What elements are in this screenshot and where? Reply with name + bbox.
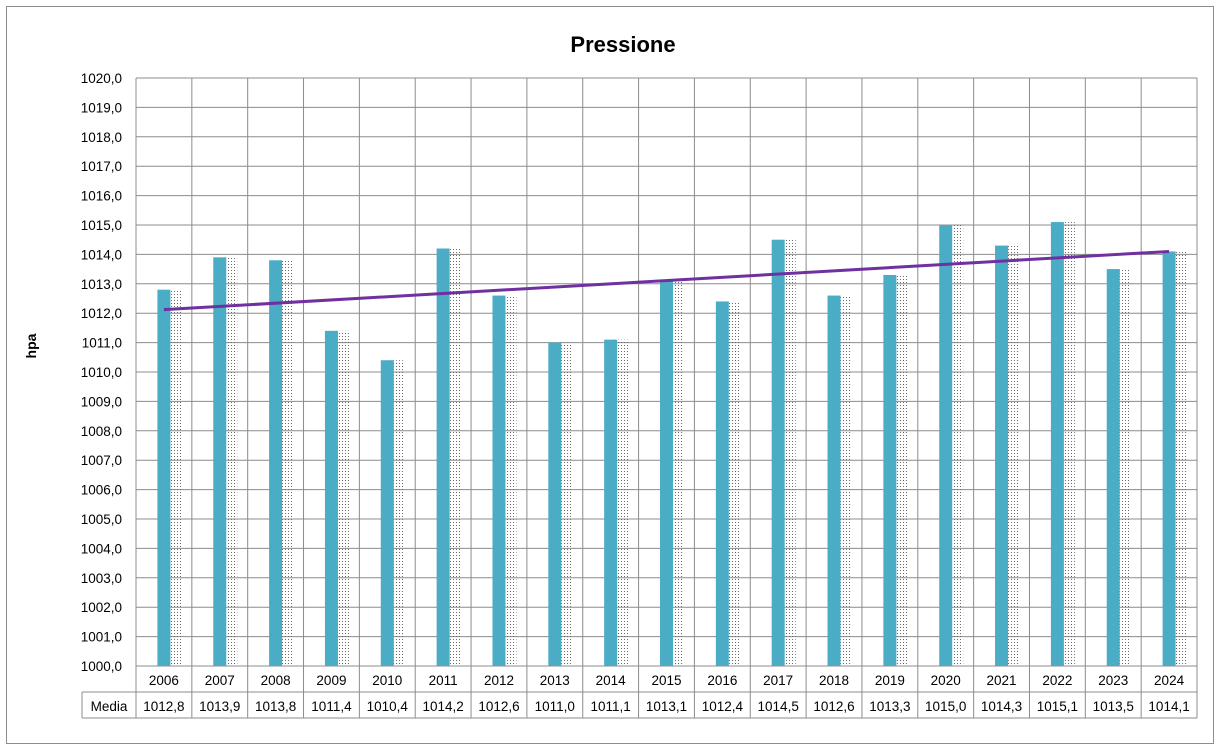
data-table-value: 1015,0 [925, 699, 966, 714]
x-tick-label: 2016 [707, 673, 737, 688]
y-tick-label: 1009,0 [81, 394, 122, 409]
y-tick-label: 1013,0 [81, 277, 122, 292]
y-tick-label: 1020,0 [81, 71, 122, 86]
data-table-value: 1011,0 [535, 699, 575, 714]
x-tick-label: 2021 [987, 673, 1017, 688]
y-tick-label: 1002,0 [81, 600, 122, 615]
bar [604, 339, 618, 666]
x-tick-label: 2018 [819, 673, 849, 688]
grid-layer [81, 77, 1198, 719]
bar [269, 260, 283, 666]
bar [939, 225, 953, 666]
bar [1106, 269, 1120, 666]
y-ticks-layer: 1000,0 1001,0 1002,0 1003,0 1004,0 1005,0 1006… [81, 71, 122, 674]
y-tick-label: 1010,0 [81, 365, 122, 380]
x-tick-label: 2022 [1042, 673, 1072, 688]
x-tick-label: 2009 [316, 673, 346, 688]
data-table-value: 1013,8 [255, 699, 296, 714]
y-tick-label: 1001,0 [81, 630, 122, 645]
data-table-value: 1014,5 [758, 699, 799, 714]
bar [883, 274, 897, 666]
data-table-value: 1012,4 [702, 699, 744, 714]
data-table-value: 1013,9 [199, 699, 240, 714]
data-table-value: 1010,4 [367, 699, 409, 714]
x-tick-label: 2019 [875, 673, 905, 688]
bar [324, 330, 338, 666]
x-tick-label: 2012 [484, 673, 514, 688]
y-tick-label: 1017,0 [81, 159, 122, 174]
data-table-value: 1011,1 [591, 699, 631, 714]
y-tick-label: 1018,0 [81, 130, 122, 145]
bar [995, 245, 1009, 666]
y-tick-label: 1008,0 [81, 424, 122, 439]
y-tick-label: 1015,0 [81, 218, 122, 233]
data-table-value: 1012,6 [813, 699, 854, 714]
data-table: 2006 1012,8 2007 1013,9 2008 1013,8 2009 1011,4… [91, 673, 1190, 714]
data-table-value: 1013,5 [1093, 699, 1134, 714]
data-table-value: 1014,3 [981, 699, 1022, 714]
bar [213, 257, 227, 666]
bar [715, 301, 729, 666]
x-tick-label: 2013 [540, 673, 570, 688]
bar [380, 360, 394, 666]
bar [660, 280, 673, 666]
data-table-value: 1012,6 [478, 699, 519, 714]
y-tick-label: 1005,0 [81, 512, 122, 527]
x-tick-label: 2010 [372, 673, 402, 688]
data-table-row-label: Media [91, 699, 128, 714]
y-tick-label: 1004,0 [81, 541, 122, 556]
data-table-value: 1013,1 [646, 699, 687, 714]
x-tick-label: 2015 [651, 673, 681, 688]
y-axis-label: hpa [23, 333, 39, 358]
x-tick-label: 2008 [261, 673, 291, 688]
bar [771, 239, 785, 666]
x-tick-label: 2014 [596, 673, 627, 688]
x-tick-label: 2020 [931, 673, 961, 688]
y-tick-label: 1012,0 [81, 306, 122, 321]
y-tick-label: 1014,0 [81, 247, 122, 262]
bar [436, 248, 450, 666]
bar [1162, 251, 1176, 666]
data-table-value: 1014,2 [422, 699, 463, 714]
trend-layer [163, 249, 1170, 312]
data-table-value: 1013,3 [869, 699, 910, 714]
y-tick-label: 1000,0 [81, 659, 122, 674]
y-tick-label: 1019,0 [81, 100, 122, 115]
data-table-value: 1012,8 [143, 699, 184, 714]
x-tick-label: 2024 [1154, 673, 1185, 688]
bar [548, 342, 562, 666]
bar [492, 295, 506, 666]
data-table-value: 1014,1 [1148, 699, 1189, 714]
x-tick-label: 2023 [1098, 673, 1128, 688]
chart-title: Pressione [570, 32, 675, 57]
bar [827, 295, 841, 666]
bar [1050, 222, 1064, 666]
y-tick-label: 1003,0 [81, 571, 122, 586]
y-tick-label: 1007,0 [81, 453, 122, 468]
data-table-value: 1011,4 [311, 699, 352, 714]
y-tick-label: 1011,0 [82, 336, 122, 351]
x-tick-label: 2006 [149, 673, 179, 688]
x-tick-label: 2007 [205, 673, 235, 688]
trendline [163, 249, 1170, 312]
y-tick-label: 1016,0 [81, 189, 122, 204]
bar [157, 289, 171, 666]
x-tick-label: 2017 [763, 673, 793, 688]
bars-layer [157, 222, 1187, 666]
y-tick-label: 1006,0 [81, 483, 122, 498]
data-table-value: 1015,1 [1037, 699, 1078, 714]
x-tick-label: 2011 [429, 673, 458, 688]
